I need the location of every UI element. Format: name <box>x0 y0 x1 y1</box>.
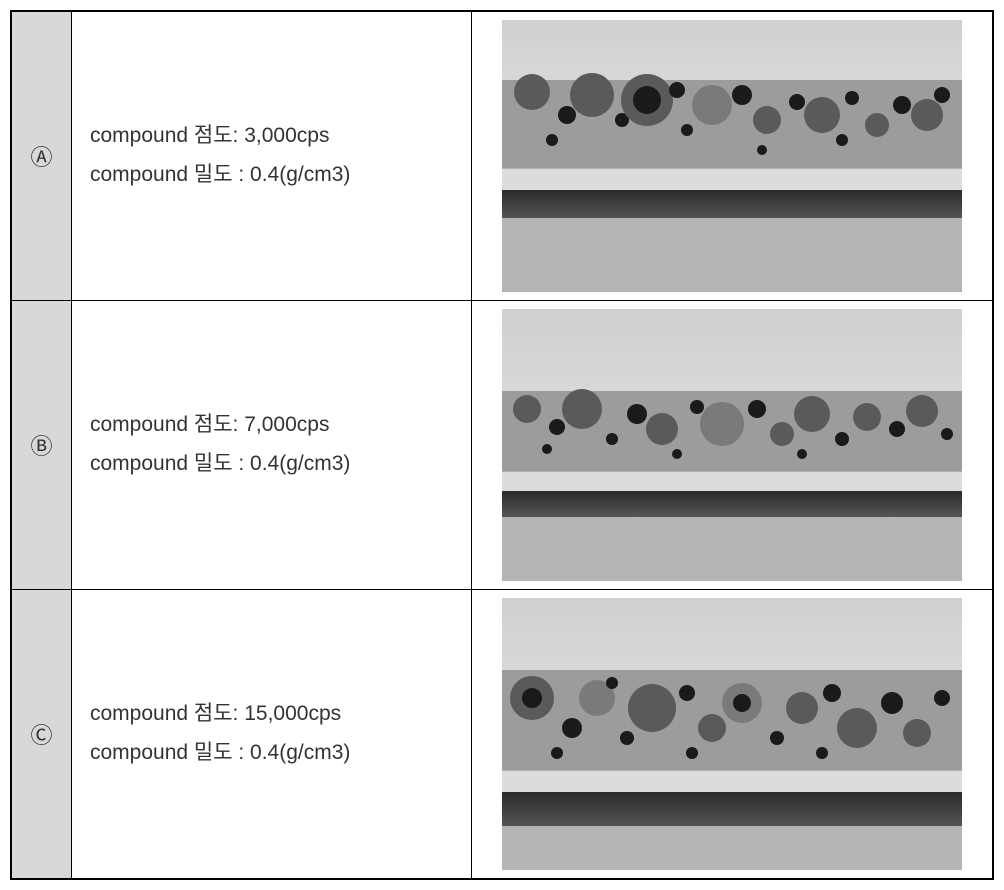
description-cell-b: compound 점도: 7,000cps compound 밀도 : 0.4(… <box>72 301 472 589</box>
row-label-c: Ⓒ <box>12 590 72 878</box>
density-line: compound 밀도 : 0.4(g/cm3) <box>90 734 453 773</box>
table-row: Ⓒ compound 점도: 15,000cps compound 밀도 : 0… <box>12 590 992 878</box>
table-row: Ⓑ compound 점도: 7,000cps compound 밀도 : 0.… <box>12 301 992 590</box>
micrograph-b <box>502 309 962 581</box>
viscosity-line: compound 점도: 15,000cps <box>90 695 453 734</box>
description-cell-c: compound 점도: 15,000cps compound 밀도 : 0.4… <box>72 590 472 878</box>
density-line: compound 밀도 : 0.4(g/cm3) <box>90 445 453 484</box>
micrograph-a <box>502 20 962 292</box>
table-row: Ⓐ compound 점도: 3,000cps compound 밀도 : 0.… <box>12 12 992 301</box>
viscosity-line: compound 점도: 7,000cps <box>90 406 453 445</box>
compound-comparison-table: Ⓐ compound 점도: 3,000cps compound 밀도 : 0.… <box>10 10 994 880</box>
viscosity-line: compound 점도: 3,000cps <box>90 117 453 156</box>
row-label-a: Ⓐ <box>12 12 72 300</box>
label-text: Ⓑ <box>30 429 52 461</box>
density-line: compound 밀도 : 0.4(g/cm3) <box>90 156 453 195</box>
micrograph-c <box>502 598 962 870</box>
image-cell-a <box>472 12 992 300</box>
image-cell-c <box>472 590 992 878</box>
label-text: Ⓐ <box>30 140 52 172</box>
label-text: Ⓒ <box>30 718 52 750</box>
image-cell-b <box>472 301 992 589</box>
description-cell-a: compound 점도: 3,000cps compound 밀도 : 0.4(… <box>72 12 472 300</box>
row-label-b: Ⓑ <box>12 301 72 589</box>
